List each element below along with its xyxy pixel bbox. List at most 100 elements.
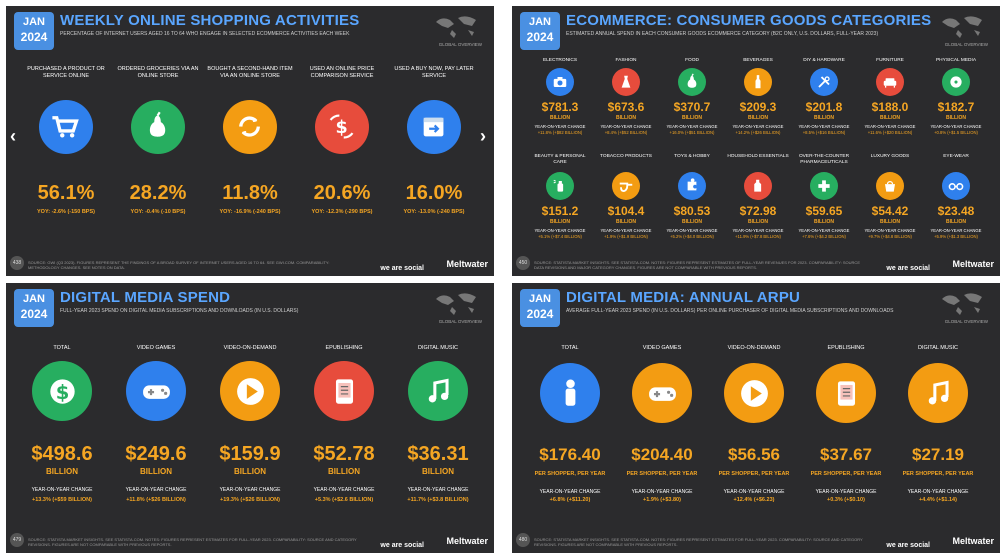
yoy-caption: YEAR-ON-YEAR CHANGE	[732, 124, 784, 129]
item-label: EPUBLISHING	[827, 345, 865, 351]
source-note: SOURCE: GWI (Q3 2023). FIGURES REPRESENT…	[28, 259, 330, 270]
source-note: SOURCE: STATISTA MARKET INSIGHTS. SEE ST…	[534, 259, 860, 270]
item-yoy-change: +11.8% (+$26 BILLION)	[126, 497, 186, 503]
item-yoy-change: +0.8% (+$1.5 BILLION)	[934, 130, 978, 135]
item-label: TOYS & HOBBY	[674, 154, 710, 159]
slide-subtitle: FULL-YEAR 2023 SPEND ON DIGITAL MEDIA SU…	[60, 308, 299, 314]
cart-icon	[39, 100, 93, 154]
item-value: $23.48	[937, 204, 975, 218]
item-value: $56.56	[728, 445, 780, 464]
item-label: USED A BUY NOW, PAY LATER SERVICE	[394, 66, 474, 79]
previous-arrow[interactable]: ‹	[10, 126, 16, 146]
item-unit: BILLION	[748, 115, 768, 121]
item-value: $159.9	[219, 443, 281, 465]
item-label: LUXURY GOODS	[870, 154, 910, 159]
item-yoy-change: YOY: -12.3% (-290 BPS)	[311, 209, 373, 215]
item-unit: BILLION	[550, 219, 570, 225]
item-unit: BILLION	[616, 115, 636, 121]
item-yoy-change: +5.9% (+$1.3 BILLION)	[934, 234, 978, 239]
item-unit: PER SHOPPER, PER YEAR	[902, 471, 974, 477]
svg-text:$: $	[55, 380, 69, 403]
pear-icon	[131, 100, 185, 154]
item-yoy-change: +19.3% (+$26 BILLION)	[220, 497, 280, 503]
item-unit: BILLION	[682, 219, 702, 225]
item-label: FURNITURE	[876, 58, 904, 63]
item-value: $188.0	[871, 100, 909, 114]
sofa-icon	[876, 68, 904, 96]
item-yoy-change: +9.7% (+$4.8 BILLION)	[868, 234, 912, 239]
item-yoy-change: +6.8% (+$11.20)	[549, 497, 591, 503]
item-label: BEAUTY & PERSONAL CARE	[534, 154, 586, 165]
brand-meltwater: Meltwater	[952, 259, 994, 269]
item-value: $249.6	[125, 443, 187, 465]
item-value: $209.3	[739, 100, 777, 114]
item-value: $54.42	[871, 204, 909, 218]
item-label: ORDERED GROCERIES VIA AN ONLINE STORE	[117, 66, 199, 79]
item-label: VIDEO-ON-DEMAND	[727, 345, 781, 351]
date-badge: JAN 2024	[14, 289, 54, 327]
item-label: USED AN ONLINE PRICE COMPARISON SERVICE	[309, 66, 375, 79]
item-unit: PER SHOPPER, PER YEAR	[534, 471, 606, 477]
detergent-icon	[744, 172, 772, 200]
yoy-caption: YEAR-ON-YEAR CHANGE	[798, 124, 850, 129]
item-value: $37.67	[820, 445, 872, 464]
item-label: FOOD	[685, 58, 699, 63]
brand-we-are-social: we are social	[886, 264, 930, 272]
item-label: VIDEO-ON-DEMAND	[223, 345, 277, 351]
globe-label: GLOBAL OVERVIEW	[438, 42, 482, 47]
item-value: $498.6	[31, 443, 93, 465]
item-yoy-change: YOY: -13.0% (-240 BPS)	[403, 209, 465, 215]
price-compare-icon: $	[315, 100, 369, 154]
date-month: JAN	[528, 16, 551, 28]
yoy-caption: YEAR-ON-YEAR CHANGE	[31, 487, 93, 493]
spray-icon	[546, 172, 574, 200]
item-label: TOTAL	[53, 345, 71, 351]
source-note: SOURCE: STATISTA MARKET INSIGHTS. SEE ST…	[28, 536, 357, 547]
page-number: 438	[10, 256, 24, 270]
item-value: 20.6%	[313, 182, 371, 204]
play-icon	[220, 361, 280, 421]
item-yoy-change: +0.3% (+$0.10)	[827, 497, 865, 503]
item-yoy-change: YOY: -0.4% (-10 BPS)	[130, 209, 186, 215]
item-value: $176.40	[539, 445, 601, 464]
item-value: 28.2%	[129, 182, 187, 204]
brand-we-are-social: we are social	[380, 541, 424, 549]
yoy-caption: YEAR-ON-YEAR CHANGE	[723, 489, 785, 495]
date-year: 2024	[526, 30, 554, 44]
date-badge: JAN 2024	[14, 12, 54, 50]
item-unit: BILLION	[748, 219, 768, 225]
item-yoy-change: +7.6% (+$4.2 BILLION)	[802, 234, 846, 239]
item-unit: BILLION	[550, 115, 570, 121]
item-unit: BILLION	[46, 467, 78, 476]
gamepad-icon	[632, 363, 692, 423]
item-unit: PER SHOPPER, PER YEAR	[626, 471, 698, 477]
ereader-icon	[314, 361, 374, 421]
item-yoy-change: +16.0% (+$51 BILLION)	[669, 130, 715, 135]
pear-icon	[678, 68, 706, 96]
item-unit: PER SHOPPER, PER YEAR	[810, 471, 882, 477]
globe-label: GLOBAL OVERVIEW	[944, 319, 988, 324]
yoy-caption: YEAR-ON-YEAR CHANGE	[864, 124, 916, 129]
bottle-icon	[744, 68, 772, 96]
slide-digital-media-arpu: JAN 2024 DIGITAL MEDIA: ANNUAL ARPU AVER…	[512, 283, 1000, 553]
yoy-caption: YEAR-ON-YEAR CHANGE	[815, 489, 877, 495]
page-number: 480	[516, 533, 530, 547]
page-number: 450	[516, 256, 530, 270]
yoy-caption: YEAR-ON-YEAR CHANGE	[313, 487, 375, 493]
item-value: $52.78	[313, 443, 375, 465]
gamepad-icon	[126, 361, 186, 421]
item-yoy-change: +14.2% (+$26 BILLION)	[735, 130, 781, 135]
next-arrow[interactable]: ›	[480, 126, 486, 146]
svg-text:$: $	[336, 119, 348, 139]
item-value: $370.7	[673, 100, 711, 114]
yoy-caption: YEAR-ON-YEAR CHANGE	[534, 228, 586, 233]
date-month: JAN	[22, 16, 45, 28]
item-label: OVER-THE-COUNTER PHARMACEUTICALS	[798, 154, 850, 165]
item-label: DIGITAL MUSIC	[917, 345, 959, 351]
item-label: EPUBLISHING	[325, 345, 363, 351]
recycle-icon	[223, 100, 277, 154]
item-value: $201.8	[805, 100, 843, 114]
slide-title: DIGITAL MEDIA: ANNUAL ARPU	[566, 289, 801, 306]
item-unit: BILLION	[234, 467, 266, 476]
item-yoy-change: +11.8% (+$82 BILLION)	[537, 130, 583, 135]
